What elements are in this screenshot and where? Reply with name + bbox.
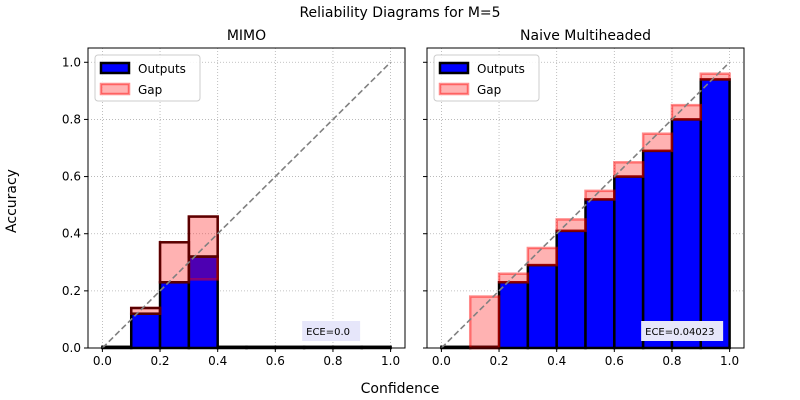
perfect-calibration-line <box>440 61 731 349</box>
figure-xlabel: Confidence <box>361 381 440 397</box>
y-tick-label: 0.0 <box>62 341 81 355</box>
figure-ylabel: Accuracy <box>4 169 20 233</box>
x-tick-label: 0.4 <box>547 354 566 368</box>
gap-bar <box>468 295 501 350</box>
gap-bar <box>699 72 731 81</box>
outputs-bar <box>555 229 587 350</box>
x-tick-label: 0.8 <box>662 354 681 368</box>
ece-annotation-box <box>641 321 724 341</box>
outputs-bar <box>641 149 674 350</box>
legend-outputs-swatch <box>438 61 470 75</box>
gap-bar <box>613 161 645 178</box>
y-tick-label: 0.8 <box>62 112 81 126</box>
gap-bar <box>555 218 587 233</box>
legend-outputs-label: Outputs <box>138 62 186 76</box>
panel-mimo: MIMO 0.0 0.2 0.4 0.6 0.8 1.0 0.0 0.2 0.4 0.6 0.8 1.0… <box>62 28 406 368</box>
x-tick-label: 1.0 <box>381 354 400 368</box>
y-tick-label: 1.0 <box>62 55 81 69</box>
x-tick-label: 0.0 <box>93 354 112 368</box>
x-tick-label: 0.4 <box>208 354 227 368</box>
legend-gap-label: Gap <box>477 83 501 97</box>
y-tick-label: 0.6 <box>62 170 81 184</box>
panel-naive-multiheaded: Naive Multiheaded 0.0 0.2 0.4 0.6 0.8 1.0 Outpu… <box>423 28 745 368</box>
x-tick-label: 0.2 <box>489 354 508 368</box>
x-tick-label: 0.8 <box>323 354 342 368</box>
outputs-bar <box>187 255 219 350</box>
outputs-bar <box>670 118 703 350</box>
outputs-bar <box>158 281 191 350</box>
legend-gap-swatch <box>438 82 470 96</box>
gap-bar <box>670 103 703 121</box>
x-tick-label: 0.2 <box>150 354 169 368</box>
x-tick-label: 0.0 <box>432 354 451 368</box>
x-tick-label: 1.0 <box>720 354 739 368</box>
axes-frame <box>426 47 745 349</box>
legend-outputs-label: Outputs <box>477 62 525 76</box>
y-tick-label: 0.4 <box>62 227 81 241</box>
ece-annotation-box <box>302 321 361 341</box>
outputs-bar <box>497 281 530 350</box>
gap-bar <box>497 272 530 284</box>
y-tick-label: 0.2 <box>62 284 81 298</box>
gap-bar <box>187 215 219 281</box>
x-tick-label: 0.6 <box>266 354 285 368</box>
x-tick-label: 0.6 <box>605 354 624 368</box>
gap-bar <box>584 189 616 201</box>
outputs-bar <box>129 312 162 350</box>
outputs-bar <box>699 78 731 350</box>
outputs-bar <box>584 198 616 350</box>
axes-frame <box>87 47 406 349</box>
gap-bar <box>526 246 558 267</box>
legend-gap-swatch <box>99 82 131 96</box>
figure-suptitle: Reliability Diagrams for M=5 <box>299 5 500 21</box>
outputs-bar <box>526 263 558 350</box>
perfect-calibration-line <box>101 61 392 349</box>
gap-outline <box>187 215 219 258</box>
ece-annotation: ECE=0.04023 <box>645 327 714 338</box>
panel-title: MIMO <box>227 28 266 44</box>
outputs-bar <box>613 175 645 350</box>
panel-title: Naive Multiheaded <box>520 28 651 44</box>
legend-outputs-swatch <box>99 61 131 75</box>
gap-outline <box>129 306 162 315</box>
gap-bar <box>641 132 674 153</box>
ece-annotation: ECE=0.0 <box>306 327 350 338</box>
legend-gap-label: Gap <box>138 83 162 97</box>
